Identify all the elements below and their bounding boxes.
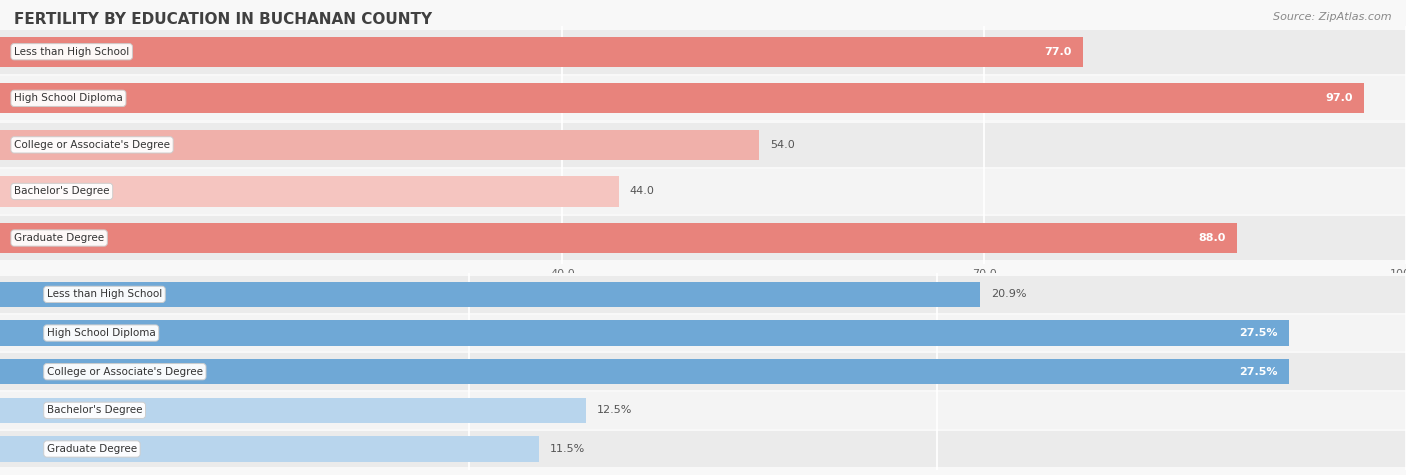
- Bar: [0, 76, 1406, 121]
- Bar: [0, 398, 586, 423]
- Bar: [0, 353, 1406, 390]
- Bar: [0, 282, 980, 307]
- Bar: [0, 169, 1406, 214]
- Bar: [0, 83, 1364, 114]
- Bar: [0, 314, 1406, 352]
- Text: 44.0: 44.0: [630, 187, 655, 197]
- Text: FERTILITY BY EDUCATION IN BUCHANAN COUNTY: FERTILITY BY EDUCATION IN BUCHANAN COUNT…: [14, 12, 432, 27]
- Text: 27.5%: 27.5%: [1239, 367, 1278, 377]
- Text: Graduate Degree: Graduate Degree: [46, 444, 136, 454]
- Text: 54.0: 54.0: [770, 140, 796, 150]
- Bar: [0, 359, 1289, 384]
- Text: 20.9%: 20.9%: [991, 289, 1026, 299]
- Bar: [0, 216, 1406, 260]
- Text: College or Associate's Degree: College or Associate's Degree: [46, 367, 202, 377]
- Text: Graduate Degree: Graduate Degree: [14, 233, 104, 243]
- Text: 77.0: 77.0: [1045, 47, 1071, 57]
- Bar: [0, 37, 1083, 67]
- Text: 27.5%: 27.5%: [1239, 328, 1278, 338]
- Text: 12.5%: 12.5%: [598, 405, 633, 415]
- Bar: [0, 437, 538, 462]
- Text: Source: ZipAtlas.com: Source: ZipAtlas.com: [1274, 12, 1392, 22]
- Bar: [0, 276, 1406, 313]
- Bar: [0, 123, 1406, 167]
- Text: Bachelor's Degree: Bachelor's Degree: [46, 405, 142, 415]
- Text: High School Diploma: High School Diploma: [14, 93, 122, 103]
- Bar: [0, 176, 619, 207]
- Text: Less than High School: Less than High School: [46, 289, 162, 299]
- Bar: [0, 392, 1406, 429]
- Bar: [0, 223, 1237, 253]
- Text: 11.5%: 11.5%: [550, 444, 585, 454]
- Text: High School Diploma: High School Diploma: [46, 328, 156, 338]
- Bar: [0, 321, 1289, 346]
- Bar: [0, 130, 759, 160]
- Bar: [0, 431, 1406, 467]
- Bar: [0, 29, 1406, 74]
- Text: Bachelor's Degree: Bachelor's Degree: [14, 187, 110, 197]
- Text: 88.0: 88.0: [1199, 233, 1226, 243]
- Text: 97.0: 97.0: [1324, 93, 1353, 103]
- Text: Less than High School: Less than High School: [14, 47, 129, 57]
- Text: College or Associate's Degree: College or Associate's Degree: [14, 140, 170, 150]
